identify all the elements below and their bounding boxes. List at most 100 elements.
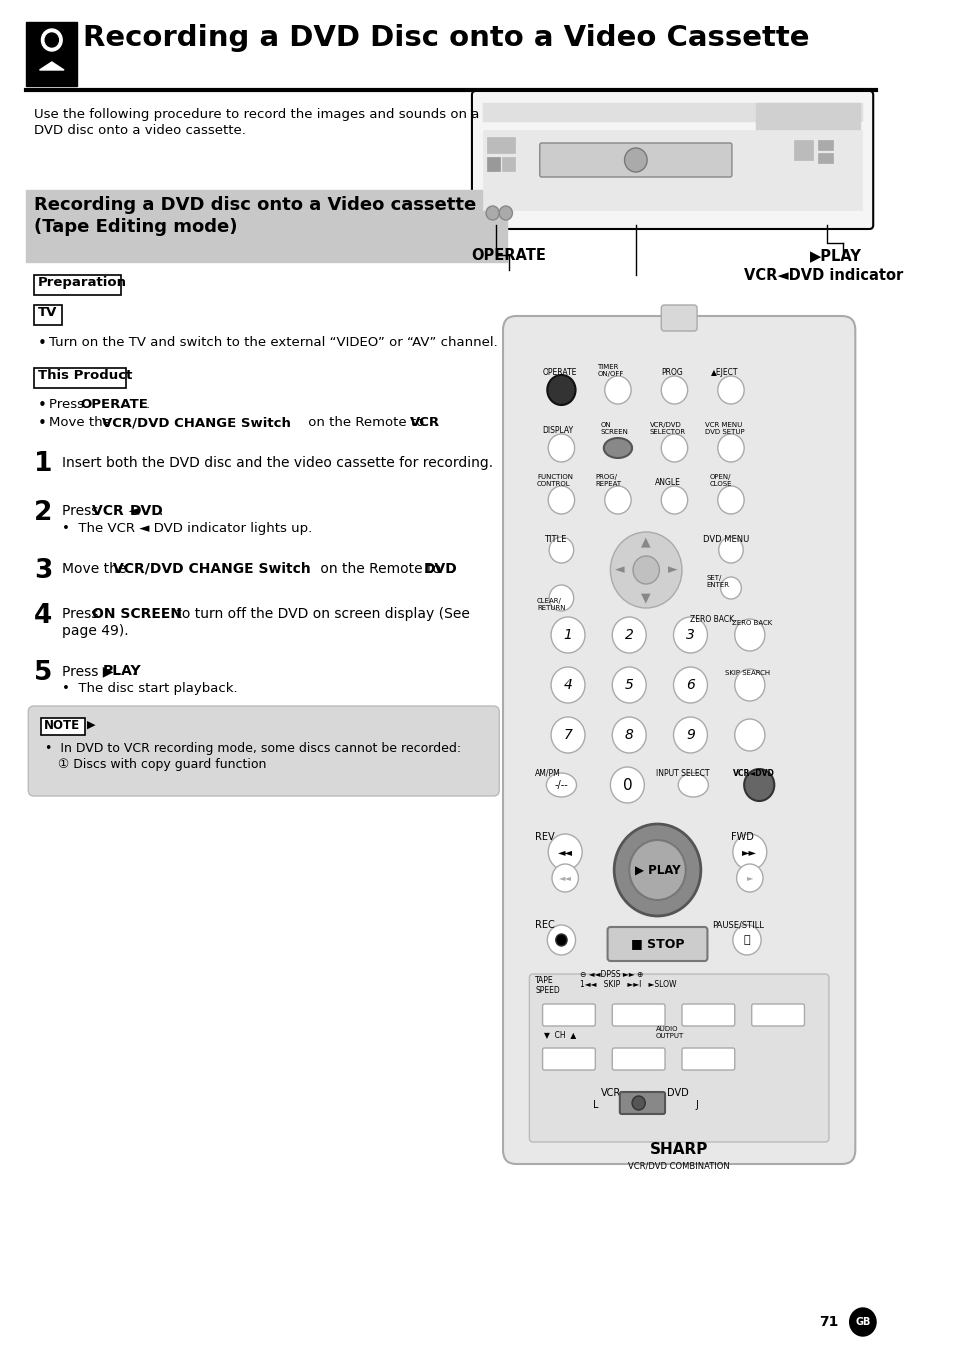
Ellipse shape <box>660 433 687 462</box>
Text: DVD: DVD <box>130 503 164 518</box>
Text: CLEAR/
RETURN: CLEAR/ RETURN <box>537 598 565 611</box>
Text: 5: 5 <box>34 660 52 686</box>
Text: -/--: -/-- <box>554 779 568 790</box>
Text: SHARP: SHARP <box>649 1143 708 1158</box>
Ellipse shape <box>720 577 740 599</box>
Ellipse shape <box>660 486 687 514</box>
Bar <box>483 104 861 121</box>
FancyBboxPatch shape <box>660 306 697 331</box>
Text: ▲: ▲ <box>640 536 650 549</box>
Ellipse shape <box>717 376 743 404</box>
Text: ■ STOP: ■ STOP <box>630 938 683 950</box>
Ellipse shape <box>732 835 766 870</box>
Text: 1: 1 <box>34 451 52 476</box>
Text: Preparation: Preparation <box>37 276 127 289</box>
Ellipse shape <box>548 433 574 462</box>
FancyBboxPatch shape <box>681 1049 734 1070</box>
Ellipse shape <box>551 717 584 752</box>
Text: ◄◄: ◄◄ <box>558 874 571 883</box>
Text: OPEN/
CLOSE: OPEN/ CLOSE <box>709 474 731 487</box>
Text: REV: REV <box>535 832 554 843</box>
Text: .: . <box>158 503 162 518</box>
Text: 6: 6 <box>685 678 694 692</box>
FancyBboxPatch shape <box>472 92 872 229</box>
FancyBboxPatch shape <box>41 717 85 735</box>
Text: OPERATE: OPERATE <box>542 367 577 377</box>
Text: 9: 9 <box>685 728 694 742</box>
Text: VCR/DVD CHANGE Switch: VCR/DVD CHANGE Switch <box>112 563 311 576</box>
Text: AUDIO
OUTPUT: AUDIO OUTPUT <box>655 1026 683 1039</box>
Bar <box>756 104 859 133</box>
Ellipse shape <box>717 486 743 514</box>
Text: VCR: VCR <box>600 1088 620 1098</box>
Text: VCR MENU
DVD SETUP: VCR MENU DVD SETUP <box>704 423 743 435</box>
Text: .: . <box>433 416 437 429</box>
Text: Move the: Move the <box>49 416 115 429</box>
Circle shape <box>633 556 659 584</box>
Text: PLAY: PLAY <box>103 664 141 678</box>
FancyBboxPatch shape <box>34 275 120 295</box>
Bar <box>483 131 861 210</box>
Text: DVD: DVD <box>666 1088 688 1098</box>
Text: DISPLAY: DISPLAY <box>542 425 573 435</box>
Ellipse shape <box>736 864 762 892</box>
Ellipse shape <box>604 486 631 514</box>
Bar <box>486 137 515 153</box>
Text: ◄◄: ◄◄ <box>558 847 572 857</box>
Text: Use the following procedure to record the images and sounds on a: Use the following procedure to record th… <box>34 108 478 121</box>
Ellipse shape <box>612 668 645 703</box>
Text: Recording a DVD disc onto a Video cassette: Recording a DVD disc onto a Video casset… <box>34 197 476 214</box>
Text: OPERATE: OPERATE <box>471 248 545 262</box>
Ellipse shape <box>603 437 632 458</box>
Ellipse shape <box>612 616 645 653</box>
Text: L: L <box>593 1100 598 1110</box>
Text: Press: Press <box>49 398 88 411</box>
Text: TV: TV <box>37 306 57 319</box>
Text: VCR/DVD COMBINATION: VCR/DVD COMBINATION <box>628 1162 729 1171</box>
Ellipse shape <box>732 925 760 956</box>
Ellipse shape <box>604 376 631 404</box>
Text: on the Remote to: on the Remote to <box>304 416 428 429</box>
Text: This Product: This Product <box>37 369 132 382</box>
Text: VCR/DVD
SELECTOR: VCR/DVD SELECTOR <box>649 423 685 435</box>
Text: •: • <box>37 398 47 413</box>
Text: •  In DVD to VCR recording mode, some discs cannot be recorded:: • In DVD to VCR recording mode, some dis… <box>45 742 461 755</box>
Text: 3: 3 <box>685 629 694 642</box>
Text: 1: 1 <box>563 629 572 642</box>
Text: DVD disc onto a video cassette.: DVD disc onto a video cassette. <box>34 124 246 137</box>
Text: NOTE: NOTE <box>44 719 80 732</box>
Text: ZERO BACK: ZERO BACK <box>690 615 734 625</box>
Ellipse shape <box>734 719 764 751</box>
Circle shape <box>632 1096 644 1110</box>
Circle shape <box>485 206 498 219</box>
Text: FWD: FWD <box>730 832 753 843</box>
Ellipse shape <box>660 376 687 404</box>
Ellipse shape <box>610 767 643 804</box>
Text: 4: 4 <box>34 603 52 629</box>
Ellipse shape <box>718 537 742 563</box>
Circle shape <box>610 532 681 608</box>
Text: ▲EJECT: ▲EJECT <box>710 367 738 377</box>
Text: AM/PM: AM/PM <box>535 769 560 778</box>
Bar <box>793 140 812 160</box>
Text: Press ▶: Press ▶ <box>62 664 113 678</box>
Text: ① Discs with copy guard function: ① Discs with copy guard function <box>58 758 267 771</box>
FancyBboxPatch shape <box>502 316 855 1164</box>
FancyBboxPatch shape <box>542 1049 595 1070</box>
Ellipse shape <box>673 717 707 752</box>
Text: •: • <box>37 416 47 431</box>
Text: VCR◄DVD: VCR◄DVD <box>732 769 774 778</box>
Ellipse shape <box>717 433 743 462</box>
Text: SET/
ENTER: SET/ ENTER <box>706 575 729 588</box>
Ellipse shape <box>551 668 584 703</box>
FancyBboxPatch shape <box>34 367 126 388</box>
Text: GB: GB <box>854 1316 870 1327</box>
Text: Press: Press <box>62 607 103 621</box>
Text: REC: REC <box>535 921 555 930</box>
Text: ANGLE: ANGLE <box>654 478 679 487</box>
Ellipse shape <box>548 486 574 514</box>
Text: ►: ► <box>746 874 752 883</box>
Text: .: . <box>146 398 150 411</box>
Circle shape <box>556 934 566 946</box>
Ellipse shape <box>551 616 584 653</box>
